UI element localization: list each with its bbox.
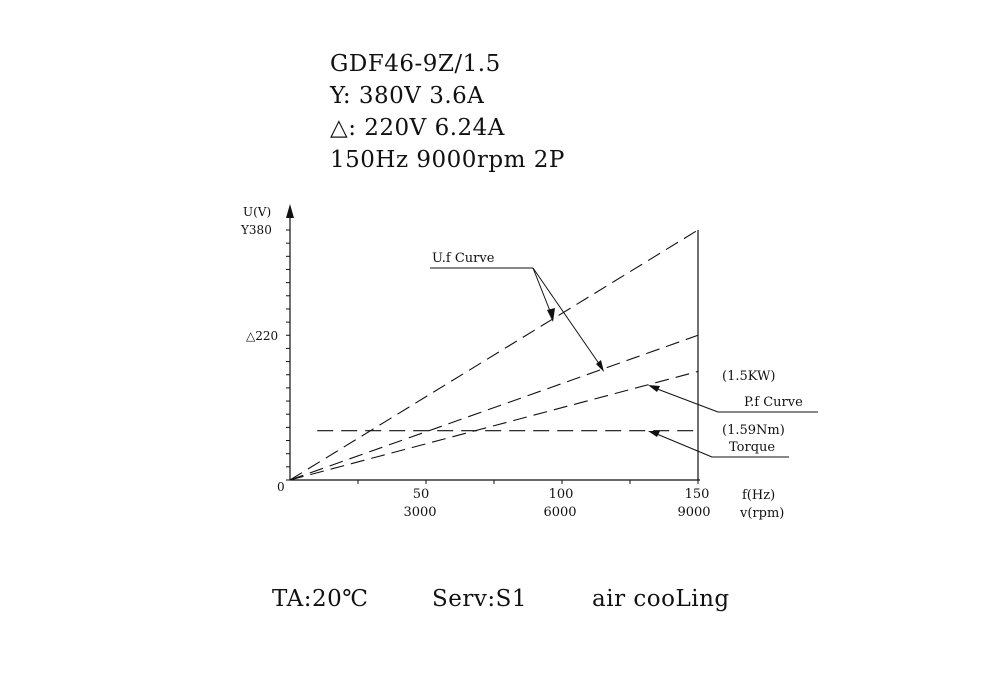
power-value-label: (1.5KW)	[722, 369, 775, 384]
pf-arrow	[648, 385, 660, 392]
y-axis-arrow	[286, 204, 294, 218]
star-rating-label: Y: 380V 3.6A	[330, 83, 485, 109]
torque-label: Torque	[729, 440, 775, 455]
model-label: GDF46-9Z/1.5	[330, 51, 501, 77]
x-tick-50: 50	[413, 487, 430, 502]
pf-curve-label: P.f Curve	[744, 395, 803, 410]
x-tick-100: 100	[549, 487, 574, 502]
y-minor-ticks	[286, 229, 290, 481]
y-tick-380: Y380	[240, 223, 272, 237]
y-axis-label: U(V)	[243, 205, 271, 219]
frequency-speed-label: 150Hz 9000rpm 2P	[330, 147, 565, 173]
torque-leader	[651, 431, 713, 458]
uf-arrow-2	[596, 360, 604, 372]
x-tick-9000: 9000	[677, 505, 710, 520]
ambient-temperature-label: TA:20℃	[272, 586, 369, 612]
torque-arrow	[648, 431, 660, 437]
y-tick-220: △220	[246, 329, 278, 343]
series-uf-delta-line	[289, 334, 699, 481]
x-axis-label-hz: f(Hz)	[742, 488, 775, 503]
torque-value-label: (1.59Nm)	[722, 423, 785, 438]
uf-leader-2	[532, 267, 603, 369]
x-axis-label-rpm: v(rpm)	[739, 506, 784, 521]
uf-curve-label: U.f Curve	[432, 251, 495, 266]
x-minor-ticks	[357, 480, 699, 484]
series-uf-star-line	[289, 229, 699, 481]
x-tick-6000: 6000	[543, 505, 576, 520]
pf-leader	[651, 386, 719, 413]
uf-arrow-1	[547, 308, 555, 322]
uf-leader-1	[532, 267, 553, 317]
x-tick-3000: 3000	[403, 505, 436, 520]
y-tick-0: 0	[277, 480, 285, 494]
cooling-label: air cooLing	[592, 586, 730, 612]
series-power-line	[289, 370, 699, 481]
service-duty-label: Serv:S1	[432, 586, 527, 612]
delta-rating-label: △: 220V 6.24A	[330, 115, 505, 141]
x-tick-150: 150	[685, 487, 710, 502]
